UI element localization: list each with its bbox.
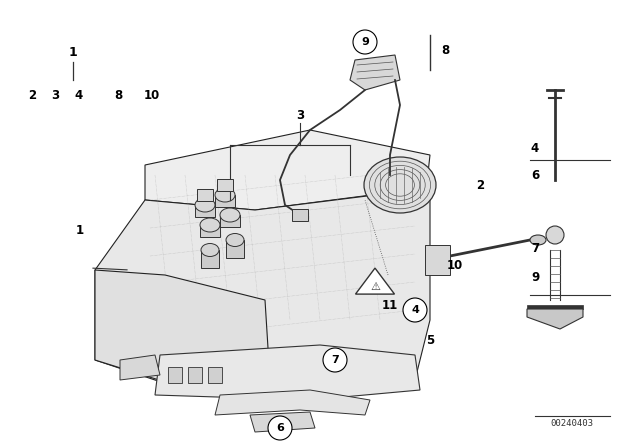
Bar [220,215,240,227]
Polygon shape [95,190,430,385]
Text: 7: 7 [531,241,539,254]
Ellipse shape [226,233,244,246]
Bar [201,250,219,268]
Polygon shape [527,309,583,329]
Text: 6: 6 [276,423,284,433]
Text: 7: 7 [331,355,339,365]
Text: 2: 2 [28,89,36,102]
FancyBboxPatch shape [197,189,213,201]
Bar [226,240,244,258]
FancyBboxPatch shape [292,209,308,221]
Ellipse shape [195,198,215,212]
Ellipse shape [200,218,220,232]
Ellipse shape [530,235,546,245]
Text: 1: 1 [76,224,84,237]
Text: 10: 10 [447,258,463,271]
Polygon shape [355,268,394,294]
Bar [200,225,220,237]
Polygon shape [120,355,160,380]
Ellipse shape [215,188,235,202]
Text: 00240403: 00240403 [550,418,593,427]
Polygon shape [527,305,583,309]
Ellipse shape [364,157,436,213]
Circle shape [403,298,427,322]
Text: 4: 4 [531,142,539,155]
FancyBboxPatch shape [425,245,450,275]
Text: 3: 3 [51,89,59,102]
Polygon shape [155,345,420,400]
Text: 10: 10 [144,89,160,102]
Text: 8: 8 [114,89,122,102]
Text: ⚠: ⚠ [370,282,380,292]
Ellipse shape [201,244,219,257]
Text: 4: 4 [411,305,419,315]
Bar [215,195,235,207]
Text: 9: 9 [531,271,539,284]
Text: 5: 5 [426,333,434,346]
Text: 8: 8 [441,43,449,56]
Text: 11: 11 [382,298,398,311]
Polygon shape [145,130,430,210]
Circle shape [268,416,292,440]
Circle shape [546,226,564,244]
Text: 2: 2 [476,178,484,191]
Text: 4: 4 [75,89,83,102]
Text: 3: 3 [296,108,304,121]
FancyBboxPatch shape [217,179,233,191]
Text: 1: 1 [68,46,77,59]
Polygon shape [250,412,315,432]
Circle shape [353,30,377,54]
Ellipse shape [220,208,240,222]
Bar [188,367,202,383]
Text: 6: 6 [531,168,539,181]
Polygon shape [215,390,370,415]
Circle shape [323,348,347,372]
Bar [195,205,215,217]
Bar [208,367,222,383]
Polygon shape [350,55,400,90]
Polygon shape [95,270,270,385]
Text: 9: 9 [361,37,369,47]
Bar [168,367,182,383]
